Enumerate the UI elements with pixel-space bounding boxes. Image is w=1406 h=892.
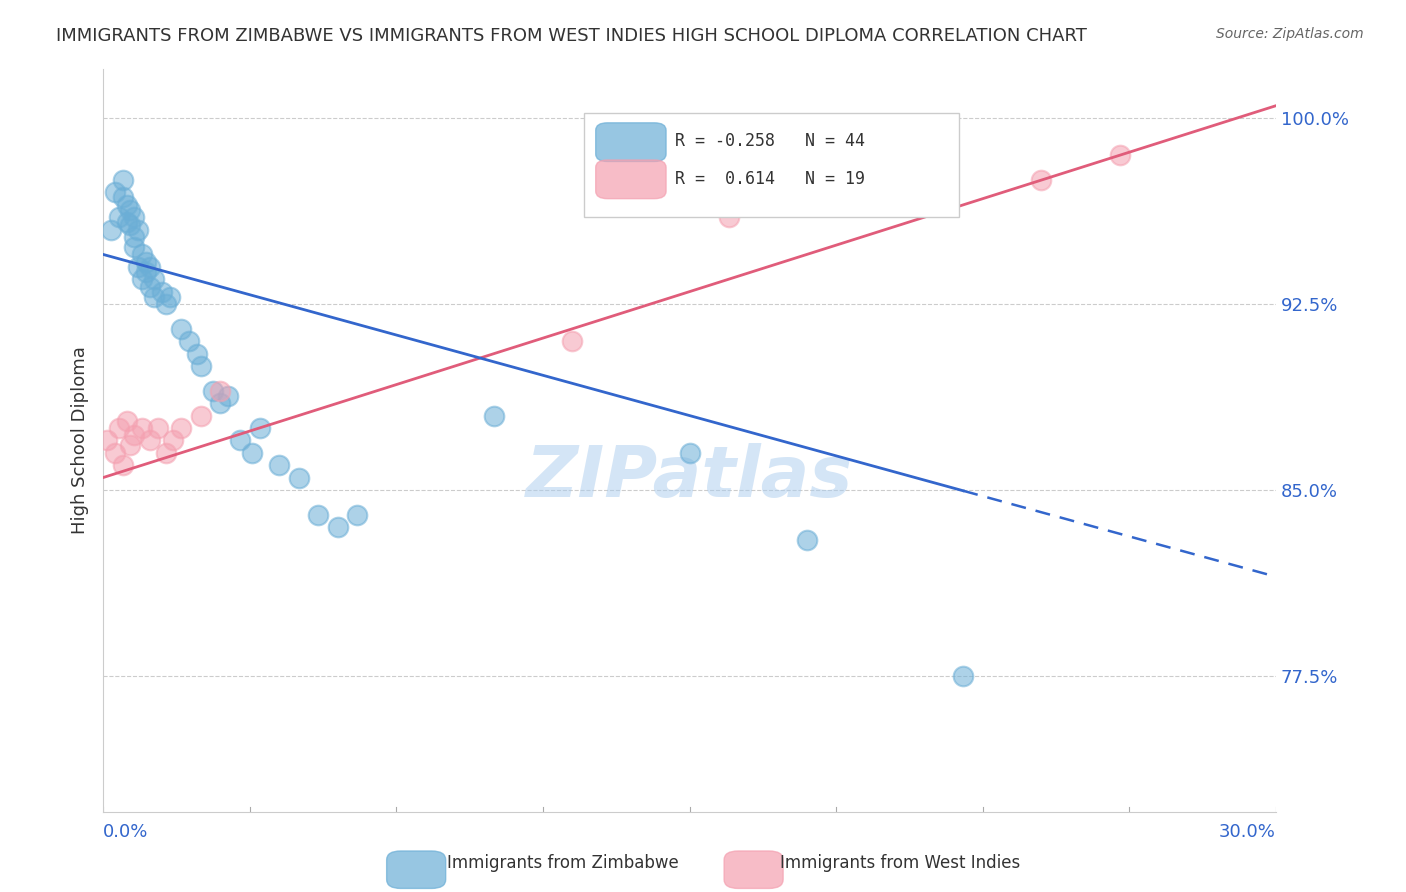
Point [107,211,129,225]
Point [104,446,127,460]
Point [131,247,153,261]
Point [115,413,138,427]
Point [307,508,329,522]
Text: ZIPatlas: ZIPatlas [526,443,853,512]
Point [135,265,157,279]
Point [179,334,201,349]
Point [209,384,232,398]
Point [111,458,134,472]
Point [96,434,118,448]
Text: Source: ZipAtlas.com: Source: ZipAtlas.com [1216,27,1364,41]
Point [482,409,505,423]
Point [104,186,127,200]
Point [155,446,177,460]
Point [796,533,818,547]
Point [240,446,263,460]
FancyBboxPatch shape [583,113,959,218]
Point [135,255,157,269]
Point [115,198,138,212]
Point [146,421,169,435]
Point [139,260,162,274]
Point [678,446,700,460]
Point [162,434,184,448]
FancyBboxPatch shape [596,160,666,199]
Point [142,272,165,286]
Y-axis label: High School Diploma: High School Diploma [72,346,89,534]
Text: R = -0.258   N = 44: R = -0.258 N = 44 [675,132,866,151]
Point [155,297,177,311]
Point [1031,173,1053,187]
Point [131,421,153,435]
Point [100,222,122,236]
Point [111,173,134,187]
Point [120,438,142,452]
Point [170,421,193,435]
Text: Immigrants from Zimbabwe: Immigrants from Zimbabwe [447,855,678,872]
Point [561,334,583,349]
Point [150,285,173,299]
Point [346,508,368,522]
Point [249,421,271,435]
Point [127,222,149,236]
Point [120,218,142,232]
Point [111,190,134,204]
Point [124,428,146,442]
Point [209,396,232,410]
Point [217,389,239,403]
Point [124,230,146,244]
Point [1108,148,1130,162]
Point [201,384,224,398]
Point [190,359,212,373]
Point [952,669,974,683]
Point [717,211,740,225]
Point [139,434,162,448]
Text: Immigrants from West Indies: Immigrants from West Indies [780,855,1019,872]
Text: 30.0%: 30.0% [1219,823,1277,841]
Point [142,289,165,303]
Text: R =  0.614   N = 19: R = 0.614 N = 19 [675,169,866,187]
Point [287,470,309,484]
Point [267,458,290,472]
Point [190,409,212,423]
Point [139,279,162,293]
Point [124,211,146,225]
Point [115,215,138,229]
Point [124,240,146,254]
Point [229,434,252,448]
Text: 0.0%: 0.0% [103,823,149,841]
FancyBboxPatch shape [596,123,666,161]
Point [159,289,181,303]
Point [107,421,129,435]
Point [170,322,193,336]
Point [326,520,349,534]
Point [186,346,208,360]
Point [127,260,149,274]
Point [120,202,142,217]
Text: IMMIGRANTS FROM ZIMBABWE VS IMMIGRANTS FROM WEST INDIES HIGH SCHOOL DIPLOMA CORR: IMMIGRANTS FROM ZIMBABWE VS IMMIGRANTS F… [56,27,1087,45]
Point [131,272,153,286]
